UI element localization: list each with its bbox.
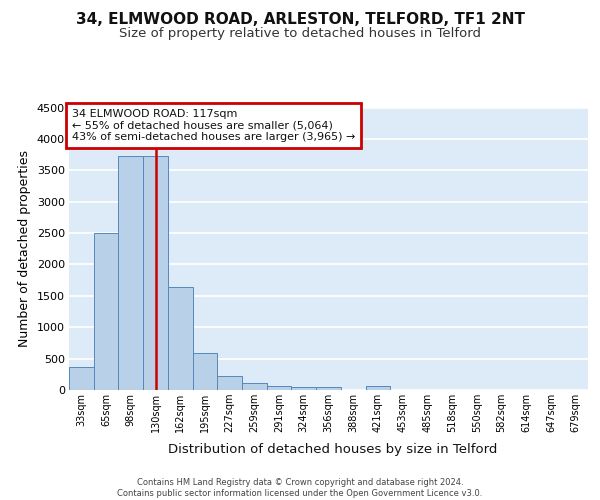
Bar — [316, 388, 341, 390]
Bar — [242, 383, 267, 390]
Bar — [118, 156, 143, 390]
Bar — [168, 287, 193, 390]
Text: Contains HM Land Registry data © Crown copyright and database right 2024.
Contai: Contains HM Land Registry data © Crown c… — [118, 478, 482, 498]
Text: Size of property relative to detached houses in Telford: Size of property relative to detached ho… — [119, 28, 481, 40]
Text: 34 ELMWOOD ROAD: 117sqm
← 55% of detached houses are smaller (5,064)
43% of semi: 34 ELMWOOD ROAD: 117sqm ← 55% of detache… — [71, 109, 355, 142]
Text: Distribution of detached houses by size in Telford: Distribution of detached houses by size … — [169, 442, 497, 456]
Text: 34, ELMWOOD ROAD, ARLESTON, TELFORD, TF1 2NT: 34, ELMWOOD ROAD, ARLESTON, TELFORD, TF1… — [76, 12, 524, 28]
Bar — [217, 376, 242, 390]
Bar — [94, 233, 118, 390]
Bar — [193, 353, 217, 390]
Bar — [365, 386, 390, 390]
Bar — [292, 388, 316, 390]
Bar — [69, 367, 94, 390]
Y-axis label: Number of detached properties: Number of detached properties — [18, 150, 31, 348]
Bar — [143, 156, 168, 390]
Bar — [267, 386, 292, 390]
